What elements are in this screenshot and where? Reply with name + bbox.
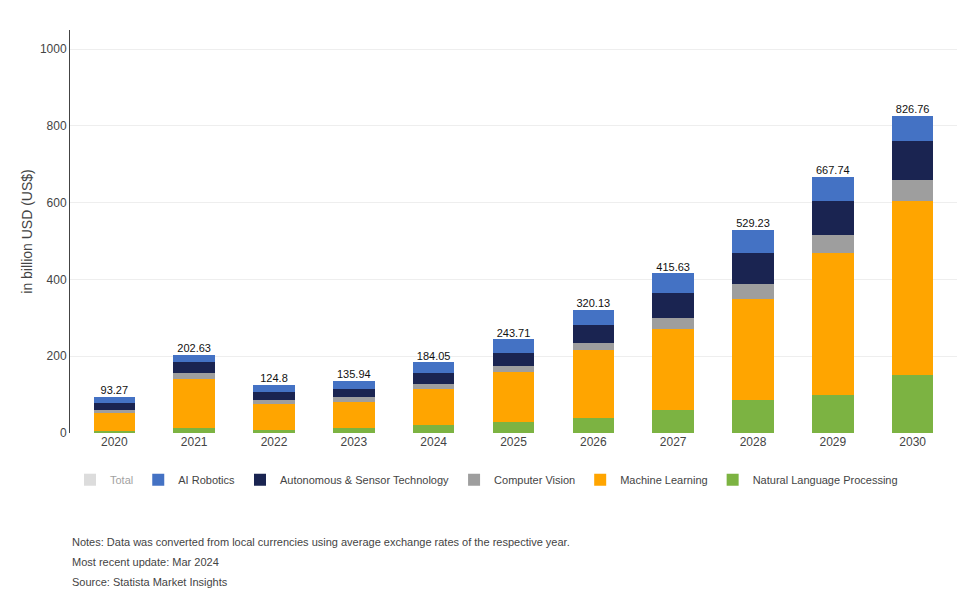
- svg-text:320.13: 320.13: [577, 297, 611, 309]
- svg-text:Most recent update: Mar 2024: Most recent update: Mar 2024: [72, 556, 219, 568]
- svg-text:2020: 2020: [101, 435, 128, 449]
- svg-text:Autonomous & Sensor Technology: Autonomous & Sensor Technology: [280, 474, 449, 486]
- svg-text:2028: 2028: [740, 435, 767, 449]
- svg-text:667.74: 667.74: [816, 164, 850, 176]
- svg-text:2024: 2024: [420, 435, 447, 449]
- svg-text:800: 800: [47, 119, 67, 133]
- svg-text:2022: 2022: [261, 435, 288, 449]
- svg-text:184.05: 184.05: [417, 350, 451, 362]
- svg-text:Computer Vision: Computer Vision: [494, 474, 575, 486]
- svg-text:2027: 2027: [660, 435, 687, 449]
- svg-text:2021: 2021: [181, 435, 208, 449]
- svg-text:0: 0: [60, 426, 67, 440]
- svg-text:2023: 2023: [340, 435, 367, 449]
- svg-text:124.8: 124.8: [260, 372, 288, 384]
- svg-text:202.63: 202.63: [177, 342, 211, 354]
- svg-text:529.23: 529.23: [736, 217, 770, 229]
- svg-text:400: 400: [47, 273, 67, 287]
- svg-text:826.76: 826.76: [896, 103, 930, 115]
- svg-text:Source: Statista Market Insigh: Source: Statista Market Insights: [72, 576, 228, 588]
- svg-text:415.63: 415.63: [656, 261, 690, 273]
- svg-text:243.71: 243.71: [497, 327, 531, 339]
- svg-text:2029: 2029: [819, 435, 846, 449]
- svg-text:1000: 1000: [40, 42, 67, 56]
- svg-text:Natural Language Processing: Natural Language Processing: [753, 474, 898, 486]
- svg-text:600: 600: [47, 196, 67, 210]
- svg-text:Notes: Data was converted from: Notes: Data was converted from local cur…: [72, 536, 570, 548]
- svg-text:2030: 2030: [899, 435, 926, 449]
- svg-text:Total: Total: [110, 474, 133, 486]
- svg-text:AI Robotics: AI Robotics: [178, 474, 235, 486]
- svg-text:200: 200: [47, 349, 67, 363]
- svg-text:2025: 2025: [500, 435, 527, 449]
- svg-text:93.27: 93.27: [101, 384, 129, 396]
- svg-text:2026: 2026: [580, 435, 607, 449]
- svg-text:in billion USD (US$): in billion USD (US$): [19, 169, 35, 293]
- svg-text:Machine Learning: Machine Learning: [620, 474, 707, 486]
- svg-text:135.94: 135.94: [337, 368, 371, 380]
